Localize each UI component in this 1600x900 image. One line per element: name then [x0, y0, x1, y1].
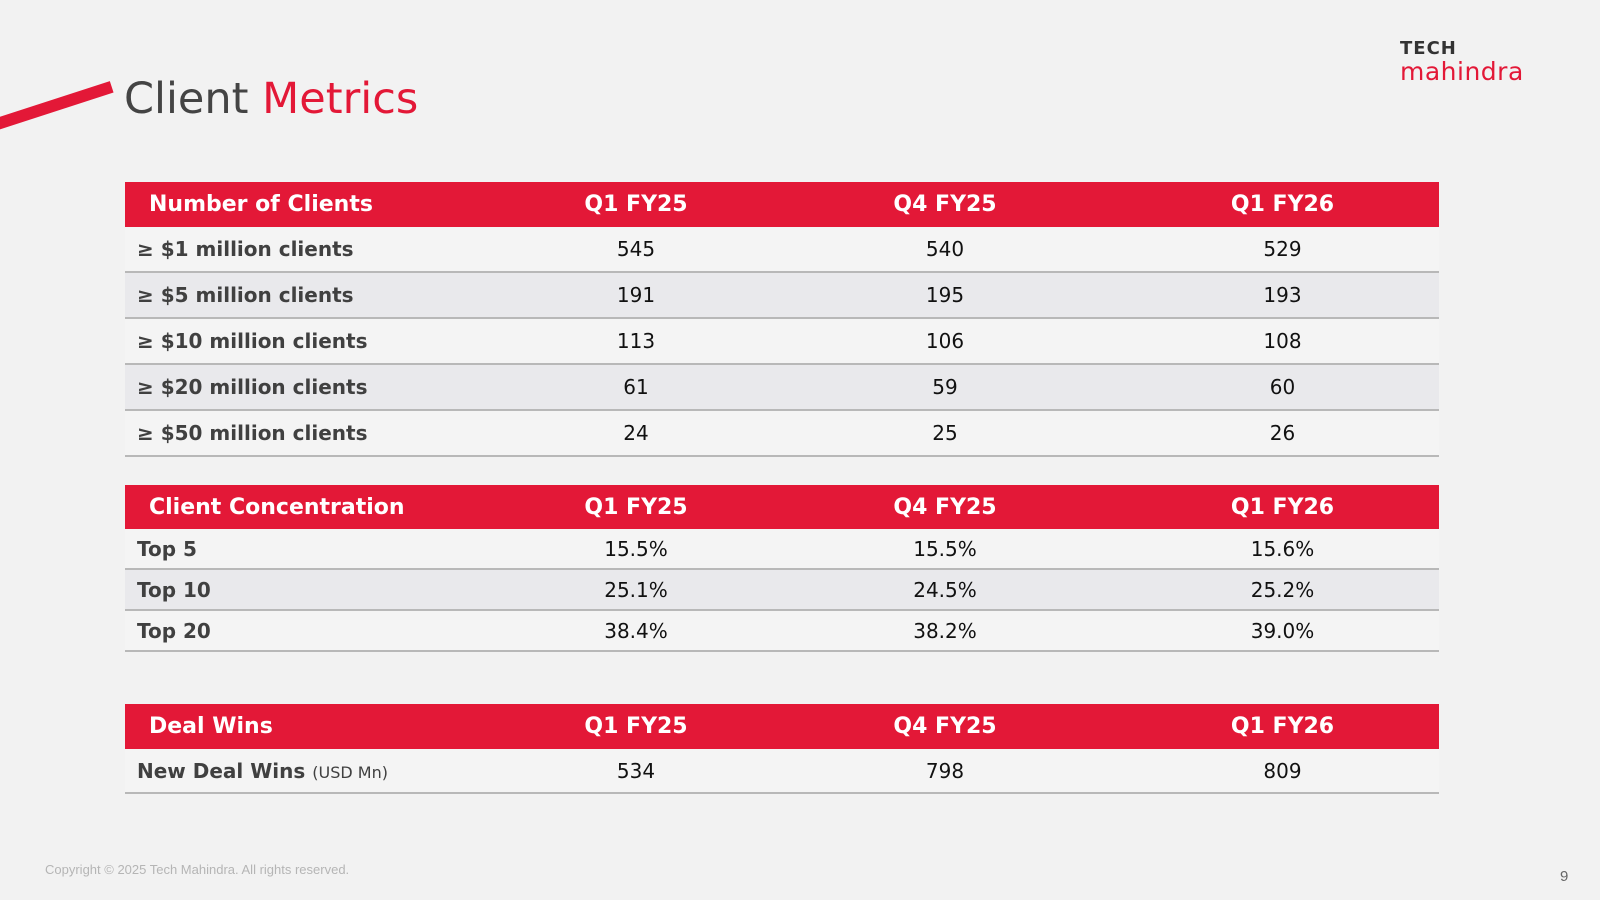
row-label: ≥ $50 million clients	[125, 410, 508, 457]
table-cell: 25.1%	[508, 569, 764, 611]
table-header-row: Number of Clients Q1 FY25 Q4 FY25 Q1 FY2…	[125, 182, 1439, 227]
page-title-part1: Client	[124, 74, 263, 124]
row-label: Top 20	[125, 610, 508, 652]
table-header-cell: Deal Wins	[125, 704, 508, 749]
table-header-cell: Q1 FY25	[508, 485, 764, 529]
accent-stripe	[0, 81, 114, 132]
table-row: ≥ $5 million clients 191 195 193	[125, 272, 1439, 319]
table-header-cell: Q1 FY25	[508, 704, 764, 749]
table-cell: 59	[764, 364, 1126, 411]
deal-wins-table: Deal Wins Q1 FY25 Q4 FY25 Q1 FY26 New De…	[125, 704, 1439, 794]
row-label: ≥ $10 million clients	[125, 318, 508, 365]
table-cell: 15.5%	[508, 529, 764, 570]
table-row: New Deal Wins (USD Mn) 534 798 809	[125, 749, 1439, 794]
table-header-cell: Client Concentration	[125, 485, 508, 529]
table-cell: 191	[508, 272, 764, 319]
table-cell: 113	[508, 318, 764, 365]
table-header-cell: Q1 FY26	[1126, 485, 1439, 529]
table-cell: 25	[764, 410, 1126, 457]
table-cell: 15.5%	[764, 529, 1126, 570]
table-cell: 545	[508, 227, 764, 273]
table-header-row: Deal Wins Q1 FY25 Q4 FY25 Q1 FY26	[125, 704, 1439, 749]
table-header-cell: Q4 FY25	[764, 182, 1126, 227]
page-title: Client Metrics	[124, 74, 418, 124]
row-label-text: New Deal Wins	[137, 758, 306, 783]
logo-top-text: TECH	[1400, 38, 1457, 59]
table-header-row: Client Concentration Q1 FY25 Q4 FY25 Q1 …	[125, 485, 1439, 529]
table-header-cell: Q1 FY26	[1126, 704, 1439, 749]
table-cell: 108	[1126, 318, 1439, 365]
table-cell: 38.4%	[508, 610, 764, 652]
table-row: ≥ $20 million clients 61 59 60	[125, 364, 1439, 411]
table-cell: 534	[508, 749, 764, 794]
copyright-text: Copyright © 2025 Tech Mahindra. All righ…	[45, 862, 350, 877]
table-cell: 798	[764, 749, 1126, 794]
table-cell: 26	[1126, 410, 1439, 457]
table-cell: 106	[764, 318, 1126, 365]
table-cell: 540	[764, 227, 1126, 273]
row-label: ≥ $20 million clients	[125, 364, 508, 411]
table-cell: 39.0%	[1126, 610, 1439, 652]
row-label: ≥ $1 million clients	[125, 227, 508, 273]
table-cell: 24.5%	[764, 569, 1126, 611]
brand-logo: TECH mahindra	[1400, 38, 1524, 86]
unit-label: (USD Mn)	[312, 762, 388, 782]
table-cell: 25.2%	[1126, 569, 1439, 611]
table-row: ≥ $50 million clients 24 25 26	[125, 410, 1439, 457]
table-cell: 38.2%	[764, 610, 1126, 652]
page-number: 9	[1560, 868, 1569, 885]
logo-bottom-text: mahindra	[1400, 57, 1524, 86]
table-row: ≥ $10 million clients 113 106 108	[125, 318, 1439, 365]
table-row: Top 20 38.4% 38.2% 39.0%	[125, 610, 1439, 652]
table-row: Top 5 15.5% 15.5% 15.6%	[125, 529, 1439, 570]
table-cell: 529	[1126, 227, 1439, 273]
row-label: Top 10	[125, 569, 508, 611]
table-row: ≥ $1 million clients 545 540 529	[125, 227, 1439, 273]
table-cell: 15.6%	[1126, 529, 1439, 570]
table-cell: 809	[1126, 749, 1439, 794]
table-cell: 60	[1126, 364, 1439, 411]
row-label: ≥ $5 million clients	[125, 272, 508, 319]
table-cell: 24	[508, 410, 764, 457]
table-row: Top 10 25.1% 24.5% 25.2%	[125, 569, 1439, 611]
table-cell: 61	[508, 364, 764, 411]
client-concentration-table: Client Concentration Q1 FY25 Q4 FY25 Q1 …	[125, 485, 1439, 652]
table-header-cell: Q1 FY25	[508, 182, 764, 227]
table-header-cell: Q4 FY25	[764, 485, 1126, 529]
page-title-highlight: Metrics	[262, 74, 419, 124]
row-label: New Deal Wins (USD Mn)	[125, 749, 508, 794]
row-label: Top 5	[125, 529, 508, 570]
table-cell: 195	[764, 272, 1126, 319]
table-header-cell: Q1 FY26	[1126, 182, 1439, 227]
table-cell: 193	[1126, 272, 1439, 319]
table-header-cell: Q4 FY25	[764, 704, 1126, 749]
table-header-cell: Number of Clients	[125, 182, 508, 227]
number-of-clients-table: Number of Clients Q1 FY25 Q4 FY25 Q1 FY2…	[125, 182, 1439, 457]
